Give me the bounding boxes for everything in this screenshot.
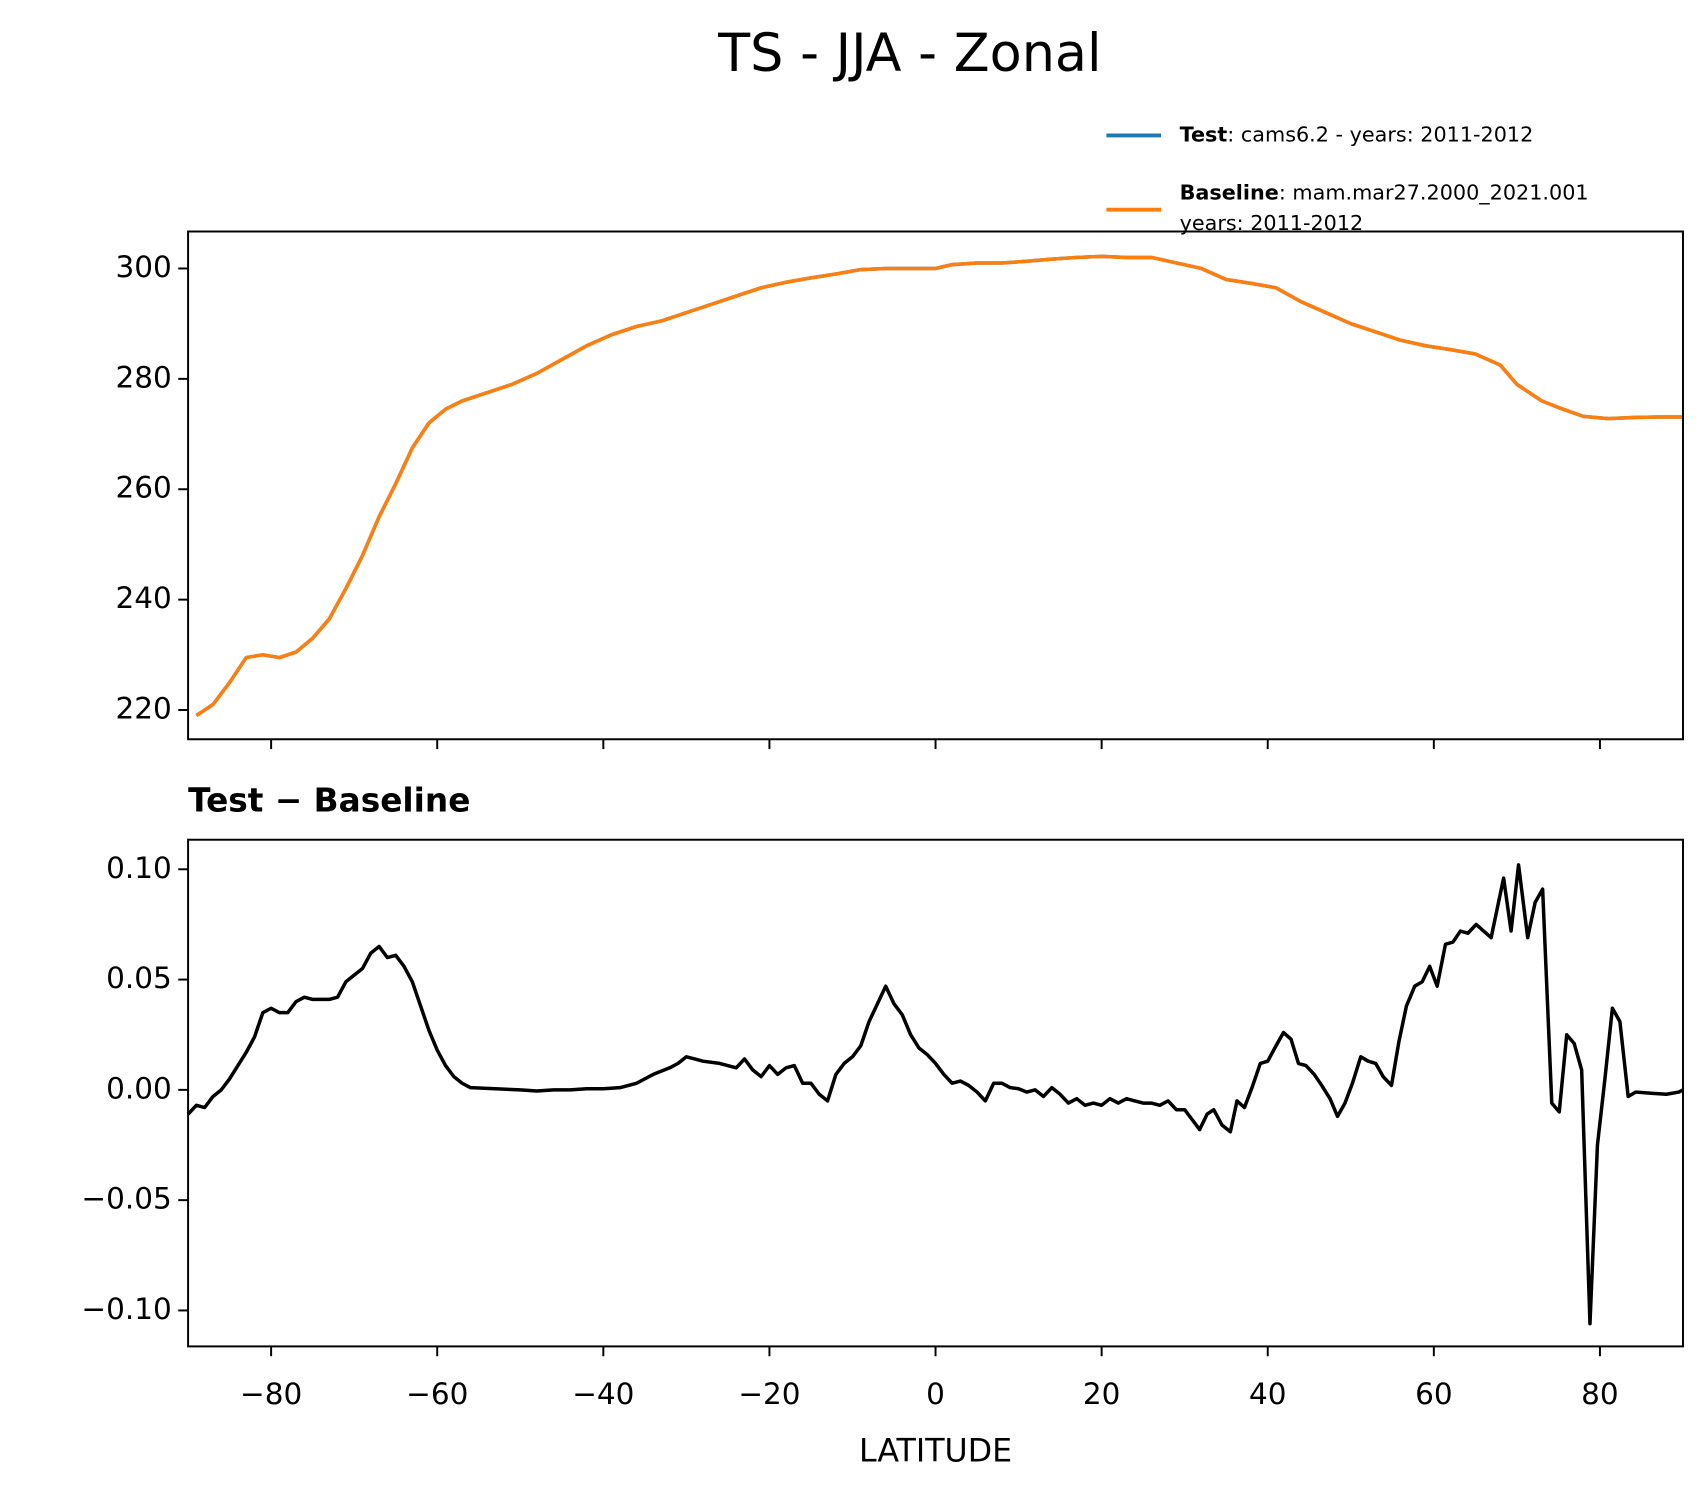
y-tick-label: 280 [115,360,171,394]
y-tick-label: 240 [115,581,171,615]
x-tick-label: 20 [1083,1377,1121,1411]
x-axis-label: LATITUDE [859,1433,1012,1469]
legend-description: : mam.mar27.2000_2021.001 [1279,180,1589,205]
legend-name: Test [1180,122,1228,146]
y-tick-label: 260 [115,471,171,505]
y-tick-label: 0.05 [106,961,172,995]
legend-name: Baseline [1180,180,1279,204]
y-tick-label: 0.10 [106,851,172,885]
y-tick-label: 0.00 [106,1071,172,1105]
x-tick-label: −40 [572,1377,634,1411]
axes-title: Test − Baseline [188,782,470,820]
x-tick-label: −20 [738,1377,800,1411]
legend-description: : cams6.2 - years: 2011-2012 [1227,122,1533,146]
x-tick-label: 0 [926,1377,945,1411]
data-line [195,254,1683,717]
y-tick-label: 300 [115,250,171,284]
legend-description: years: 2011-2012 [1180,211,1364,235]
x-tick-label: 40 [1249,1377,1286,1411]
x-tick-label: 60 [1415,1377,1453,1411]
data-line [186,863,1684,1326]
y-tick-label: −0.05 [81,1182,171,1216]
figure-title: TS - JJA - Zonal [717,23,1101,84]
y-tick-label: 220 [115,692,171,726]
x-tick-label: −60 [406,1377,468,1411]
x-tick-label: −80 [240,1377,302,1411]
legend-label: Test: cams6.2 - years: 2011-2012 [1180,122,1534,146]
y-tick-label: −0.10 [81,1292,171,1326]
legend-label: Baseline: mam.mar27.2000_2021.001 [1180,180,1589,205]
x-tick-label: 80 [1581,1377,1619,1411]
